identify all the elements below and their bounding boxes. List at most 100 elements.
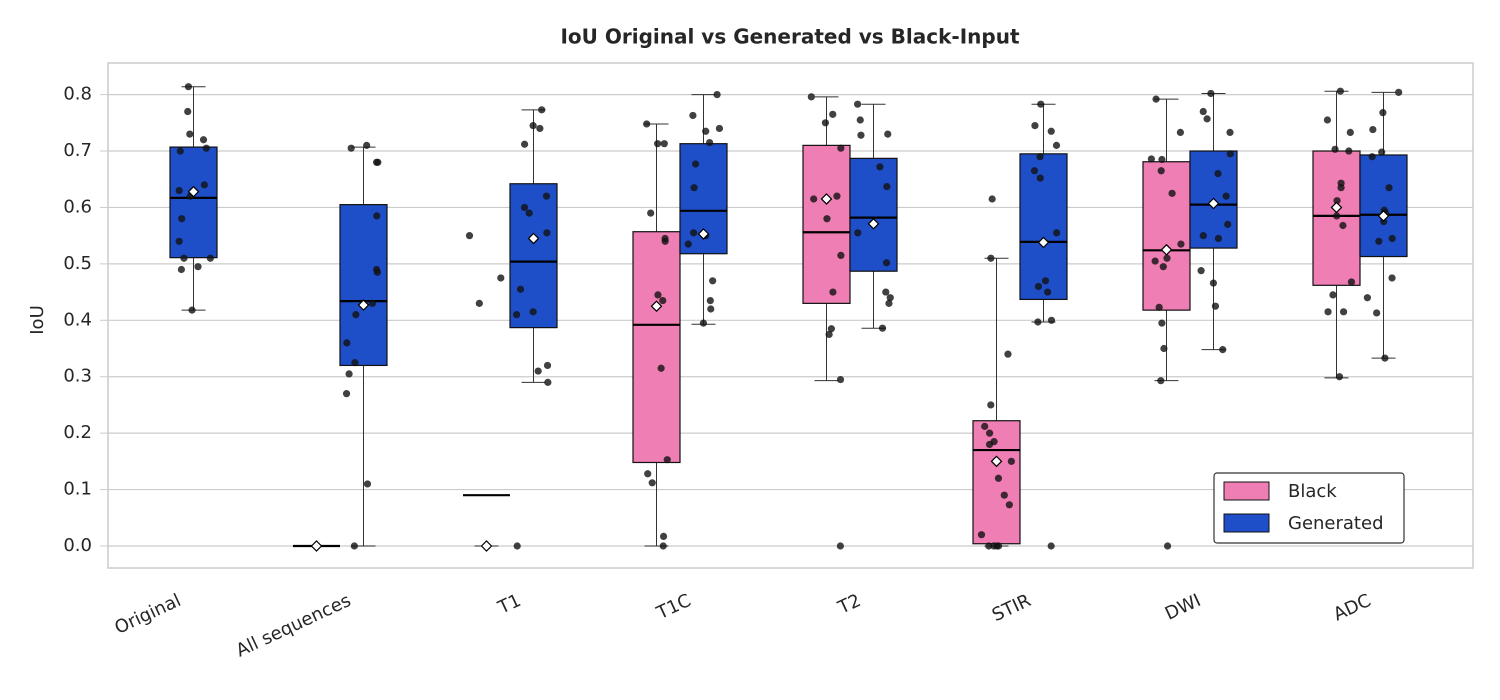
data-point [659,542,667,550]
box [802,144,851,304]
data-point [1176,128,1185,137]
data-point [345,370,353,378]
mean-marker [357,299,370,311]
data-point [829,110,837,118]
data-point [691,160,700,168]
data-point [1214,234,1223,243]
data-point [1207,89,1215,98]
data-point [202,144,210,152]
data-point [1333,197,1341,205]
data-point [1034,318,1042,326]
mean-marker [187,185,200,198]
data-point [368,299,376,307]
box-group [849,100,898,332]
data-point [823,215,831,223]
data-point [497,274,505,282]
x-tick-label: ADC [1330,590,1374,625]
data-point [184,83,193,91]
data-point [1339,308,1348,316]
y-axis-label: IoU [27,305,48,335]
data-point [1157,377,1165,385]
data-point [699,319,708,327]
mean-marker [867,217,880,230]
data-point [661,237,669,245]
box-group [679,90,728,327]
data-point [689,111,697,120]
data-point [1151,257,1159,265]
box-group [1312,87,1361,381]
data-point [513,311,521,319]
data-point [1331,145,1339,153]
data-point [1211,302,1220,310]
data-point [1053,229,1061,237]
y-tick-label: 0.7 [63,140,92,161]
data-point [1379,109,1387,117]
data-point [876,163,884,171]
data-point [981,422,989,430]
data-point [373,212,381,220]
data-point [977,531,986,539]
y-tick-label: 0.5 [63,253,92,274]
box [632,231,681,464]
data-point [836,375,845,384]
data-point [690,184,698,192]
data-point [856,116,864,124]
data-point [886,294,894,302]
data-point [885,299,893,307]
data-point [538,106,546,114]
data-point [536,124,544,133]
data-point [520,140,529,148]
data-point [543,229,551,237]
x-tick-label: T1 [494,590,524,619]
box-group [463,232,510,552]
data-point [363,480,372,488]
data-point [833,192,841,200]
data-point [810,195,818,203]
data-point [854,100,862,108]
data-point [882,259,891,267]
data-point [175,237,183,245]
data-point [1157,167,1165,175]
data-point [1004,350,1012,358]
y-tick-label: 0.3 [63,366,92,387]
data-point [1363,294,1371,302]
y-tick-label: 0.0 [63,535,92,556]
data-point [654,291,662,299]
data-point [1041,277,1050,285]
box-group [1019,100,1068,550]
data-point [644,470,652,478]
legend-swatch [1223,481,1270,501]
data-point [1385,184,1393,192]
box-group [972,195,1021,550]
data-point [702,127,710,135]
data-point [180,254,188,262]
data-point [373,268,381,276]
data-point [1345,147,1353,155]
data-point [1339,221,1347,230]
data-point [821,119,830,127]
box-group [632,120,681,550]
data-point [663,456,671,464]
data-point [883,182,891,191]
legend-label: Generated [1288,513,1384,534]
data-point [1381,354,1389,362]
mean-marker [650,300,663,313]
data-point [829,288,837,296]
data-point [684,240,692,248]
y-tick-label: 0.6 [63,196,92,217]
data-point [990,542,998,550]
data-point [1031,122,1039,130]
data-point [1177,240,1185,248]
data-point [715,124,724,133]
data-point [529,308,537,316]
data-point [1333,212,1341,220]
box-group [339,141,388,550]
mean-marker [820,193,833,205]
data-point [985,542,993,550]
data-point [837,144,845,152]
data-point [372,158,381,166]
data-point [1199,107,1207,116]
data-point [654,140,662,148]
data-point [836,542,844,550]
